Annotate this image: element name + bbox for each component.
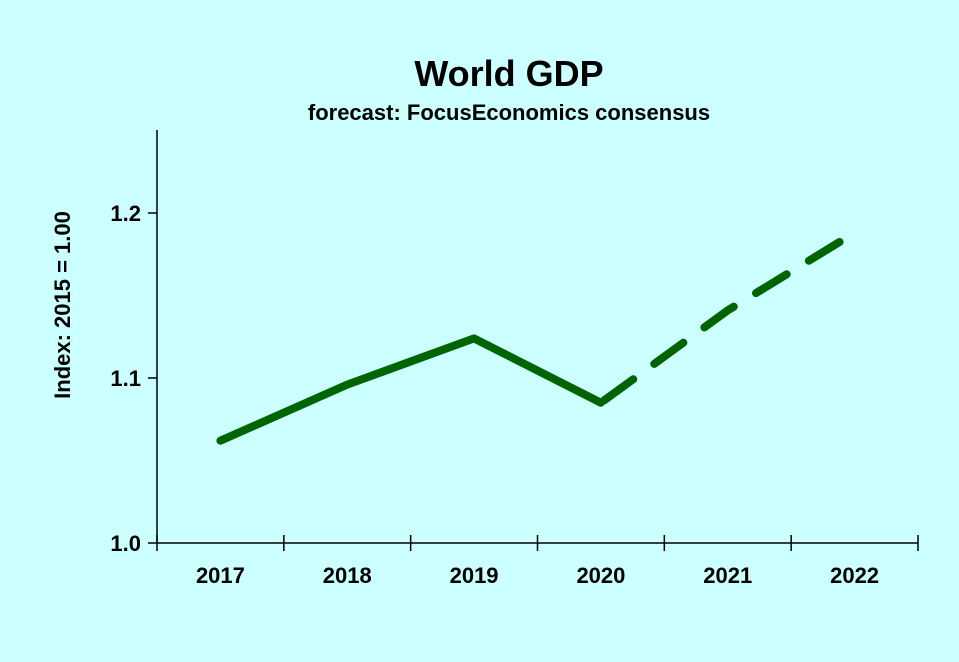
y-tick-label: 1.2: [110, 201, 141, 226]
y-axis-label: Index: 2015 = 1.00: [50, 211, 75, 399]
chart-title: World GDP: [414, 53, 603, 94]
series-line: [216, 228, 859, 445]
x-tick-label: 2017: [196, 563, 245, 588]
x-tick-label: 2019: [450, 563, 499, 588]
x-tick-label: 2020: [576, 563, 625, 588]
actual-line: [216, 334, 605, 445]
forecast-line: [596, 228, 859, 407]
chart-subtitle: forecast: FocusEconomics consensus: [308, 100, 710, 125]
y-tick-label: 1.1: [110, 366, 141, 391]
axes: 1.0 1.1 1.2 2017 2018 2019 2020 2021 2022: [110, 130, 919, 588]
y-tick-label: 1.0: [110, 531, 141, 556]
x-tick-label: 2021: [703, 563, 752, 588]
x-tick-label: 2018: [323, 563, 372, 588]
x-tick-label: 2022: [830, 563, 879, 588]
